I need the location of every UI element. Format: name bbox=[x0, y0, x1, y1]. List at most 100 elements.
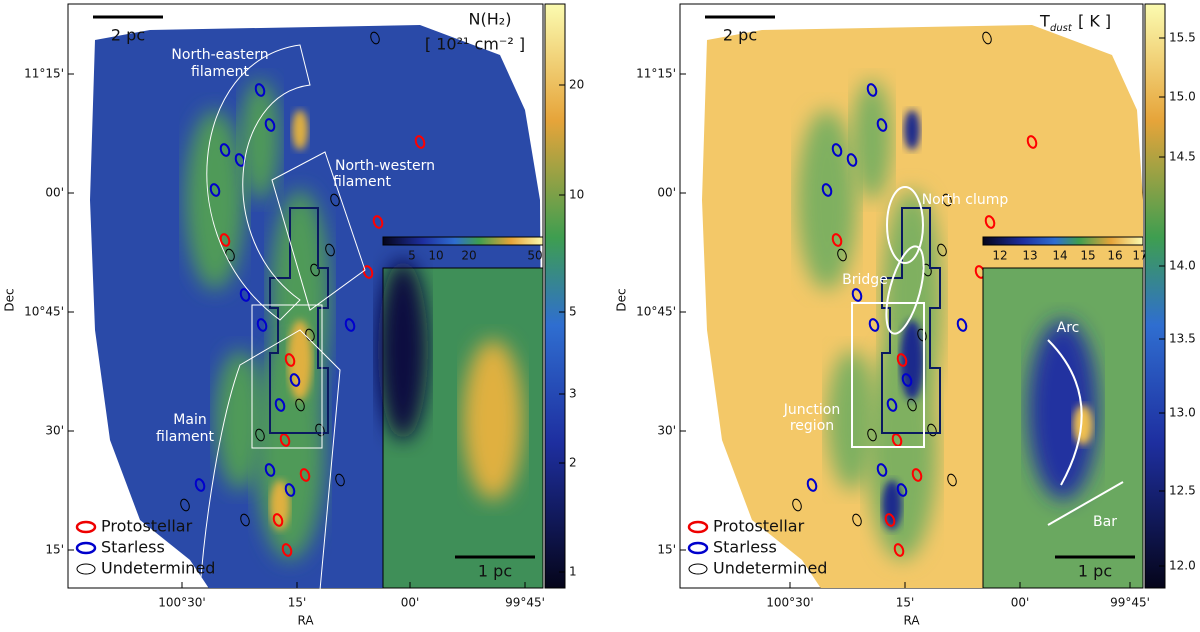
inset-colorbar-tick: 20 bbox=[461, 249, 476, 263]
source bbox=[295, 398, 305, 412]
annotation: Bridge bbox=[842, 272, 888, 288]
source bbox=[942, 193, 952, 207]
region-box bbox=[251, 304, 323, 449]
inset-scalebar-label: 1 pc bbox=[1078, 562, 1112, 581]
source bbox=[335, 473, 345, 487]
title: N(H₂) bbox=[469, 10, 512, 29]
source bbox=[325, 243, 335, 257]
source bbox=[852, 513, 862, 527]
legend-marker bbox=[687, 520, 709, 534]
legend-label: Undetermined bbox=[101, 559, 215, 578]
source bbox=[956, 318, 968, 332]
inset-colorbar-tick: 12 bbox=[992, 249, 1007, 263]
map-core bbox=[288, 320, 312, 400]
source bbox=[299, 468, 311, 482]
source bbox=[234, 153, 246, 167]
y-axis-label: Dec bbox=[3, 288, 17, 311]
annotation: filament bbox=[156, 429, 214, 445]
source bbox=[414, 135, 426, 149]
scalebar-label: 2 pc bbox=[723, 26, 757, 45]
y-tick-label: 00' bbox=[657, 186, 676, 200]
source bbox=[240, 513, 250, 527]
source bbox=[947, 473, 957, 487]
panel: 1 pc 5 10 20 50 2 pc N(H₂) [ 10²¹ cm⁻² ] North-e… bbox=[3, 3, 584, 628]
map bbox=[90, 25, 543, 590]
source bbox=[284, 353, 296, 367]
source bbox=[264, 118, 276, 132]
map-core bbox=[904, 110, 920, 150]
inset-colorbar-tick: 13 bbox=[1022, 249, 1037, 263]
x-tick-label: 00' bbox=[401, 596, 420, 610]
colorbar-tick-label: 13.0 bbox=[1169, 406, 1196, 420]
y-tick-label: 10°45' bbox=[636, 305, 676, 319]
legend-marker bbox=[75, 520, 97, 534]
inset-colorbar-tick: 14 bbox=[1052, 249, 1067, 263]
map-core bbox=[882, 480, 902, 530]
source bbox=[256, 318, 268, 332]
source bbox=[194, 478, 206, 492]
colorbar-tick-label: 12.5 bbox=[1169, 484, 1196, 498]
panel: 1 pc 12 13 14 15 16 17 2 pc T dust [ K ] North clum… bbox=[615, 3, 1196, 628]
inset-colorbar-tick: 5 bbox=[408, 249, 416, 263]
source bbox=[891, 433, 903, 447]
y-tick-label: 11°15' bbox=[636, 67, 676, 81]
legend-marker bbox=[687, 541, 709, 555]
filament-outline bbox=[206, 44, 311, 321]
source bbox=[851, 288, 863, 302]
x-tick-label: 15' bbox=[896, 596, 915, 610]
source bbox=[806, 478, 818, 492]
source bbox=[831, 233, 843, 247]
y-tick-label: 15' bbox=[657, 543, 676, 557]
source bbox=[846, 153, 858, 167]
map-structure bbox=[240, 80, 280, 200]
source bbox=[837, 248, 847, 262]
y-tick-label: 30' bbox=[45, 424, 64, 438]
annotation: Arc bbox=[1057, 320, 1080, 336]
colorbar-tick-label: 13.5 bbox=[1169, 332, 1196, 346]
inset-colorbar bbox=[382, 236, 544, 246]
annotation: filament bbox=[333, 174, 391, 190]
annotation: Main bbox=[173, 412, 206, 428]
annotation: North-eastern bbox=[171, 47, 268, 63]
inset-colorbar bbox=[982, 236, 1144, 246]
source bbox=[927, 423, 937, 437]
source bbox=[272, 513, 284, 527]
x-tick-label: 99°45' bbox=[505, 596, 545, 610]
legend-label: Undetermined bbox=[713, 559, 827, 578]
y-tick-label: 15' bbox=[45, 543, 64, 557]
title-subscript: dust bbox=[1050, 23, 1073, 34]
source bbox=[982, 31, 992, 45]
annotation: North clump bbox=[922, 192, 1009, 208]
source bbox=[372, 215, 384, 229]
annotation: North-western bbox=[335, 158, 435, 174]
bar-line bbox=[1047, 481, 1124, 526]
source bbox=[884, 513, 896, 527]
arc-line bbox=[1047, 339, 1083, 486]
source bbox=[264, 463, 276, 477]
source bbox=[911, 468, 923, 482]
y-tick-label: 10°45' bbox=[24, 305, 64, 319]
map-structure bbox=[797, 110, 857, 290]
annotation: Bar bbox=[1093, 514, 1117, 530]
region-box bbox=[851, 302, 925, 448]
clump-outline bbox=[885, 245, 925, 335]
legend-label: Starless bbox=[713, 538, 777, 557]
source bbox=[893, 543, 905, 557]
source bbox=[219, 143, 231, 157]
source bbox=[876, 463, 888, 477]
legend-label: Protostellar bbox=[713, 517, 805, 536]
source bbox=[867, 428, 877, 442]
source bbox=[886, 398, 898, 412]
source bbox=[219, 233, 231, 247]
y-tick-label: 11°15' bbox=[24, 67, 64, 81]
source bbox=[289, 373, 301, 387]
subtitle: [ 10²¹ cm⁻² ] bbox=[425, 35, 525, 54]
source bbox=[254, 83, 266, 97]
source bbox=[896, 353, 908, 367]
inset-colorbar-tick: 50 bbox=[527, 249, 542, 263]
colorbar-tick-label: 14.5 bbox=[1169, 150, 1196, 164]
x-axis-label: RA bbox=[297, 614, 314, 628]
inset-colorbar-tick: 10 bbox=[428, 249, 443, 263]
region-outline bbox=[269, 207, 329, 434]
x-axis-label: RA bbox=[903, 614, 920, 628]
